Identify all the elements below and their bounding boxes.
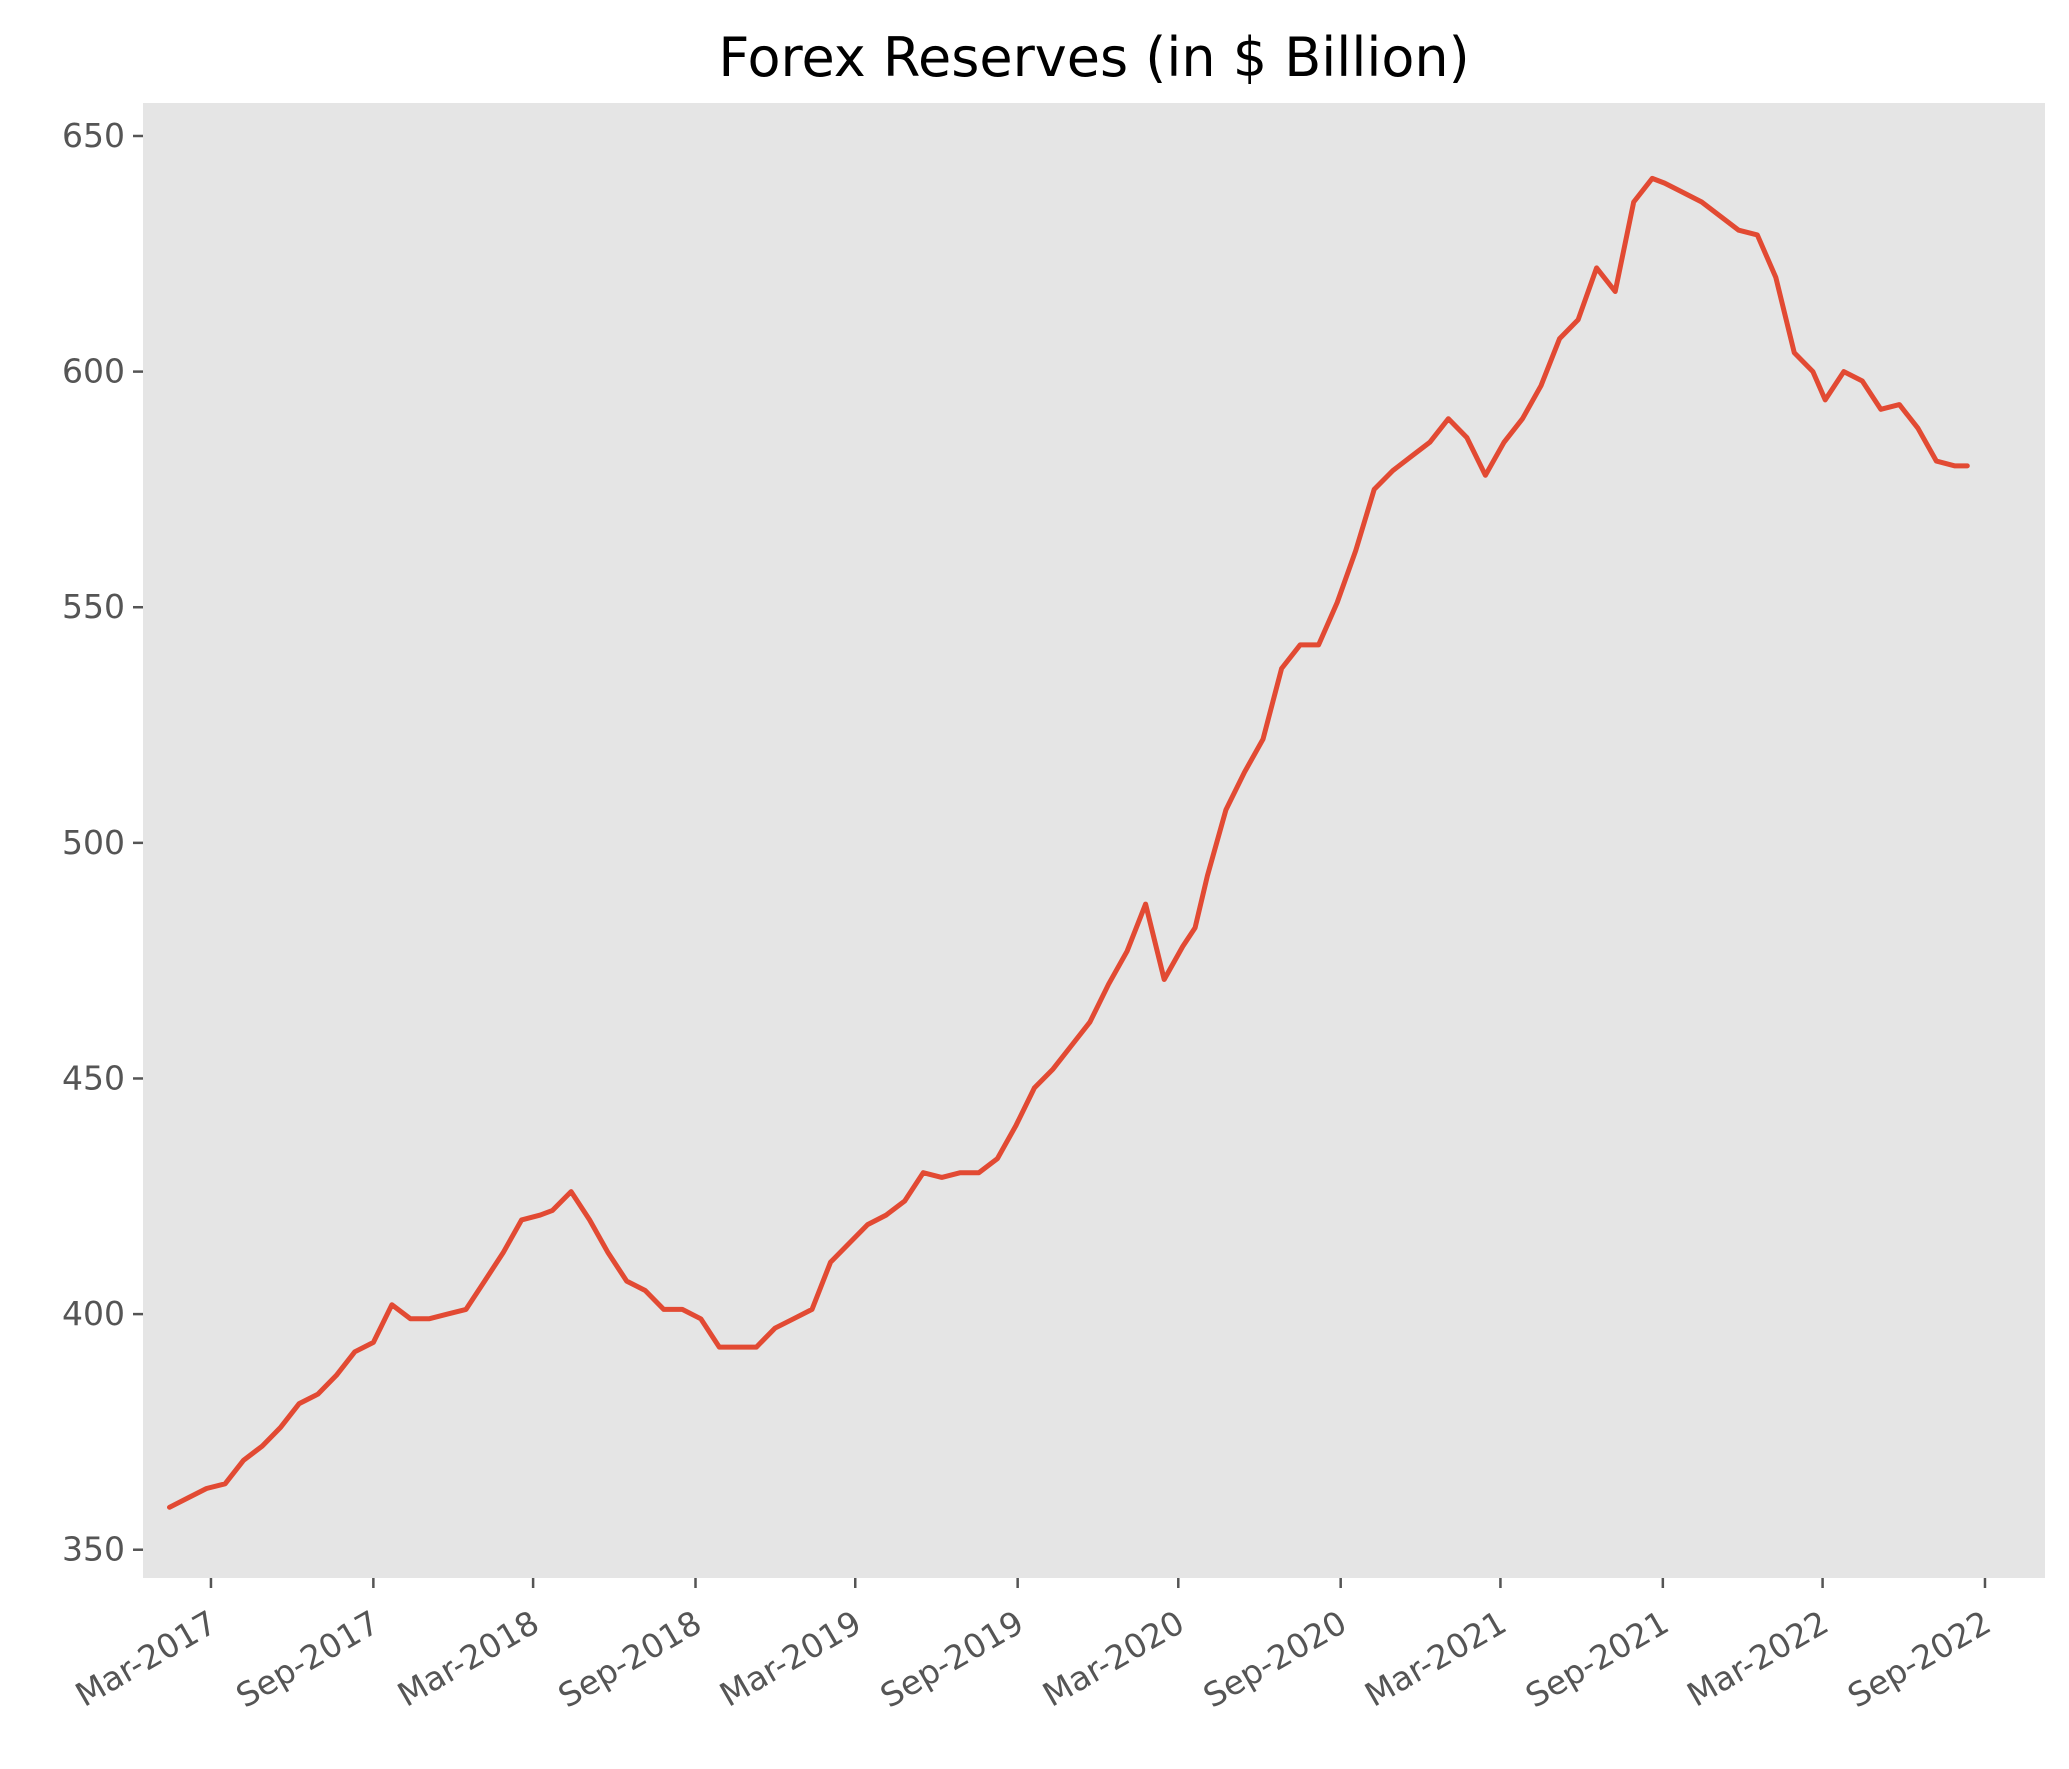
x-tick-label: Mar-2017 <box>69 1603 224 1715</box>
x-tick-label: Sep-2021 <box>1519 1603 1675 1716</box>
x-tick-label: Mar-2021 <box>1358 1603 1513 1715</box>
x-tick-label: Mar-2019 <box>713 1603 868 1715</box>
x-tick-label: Sep-2022 <box>1841 1603 1997 1716</box>
series-line <box>167 175 1970 1510</box>
plot-area <box>143 103 2045 1578</box>
x-tick-label: Sep-2018 <box>551 1603 707 1716</box>
y-tick-label: 450 <box>62 1058 125 1097</box>
x-tick-label: Mar-2022 <box>1680 1603 1835 1715</box>
y-tick-label: 600 <box>62 352 125 391</box>
x-tick-label: Sep-2019 <box>874 1603 1030 1716</box>
y-tick-label: 500 <box>62 823 125 862</box>
x-tick-label: Mar-2018 <box>391 1603 546 1715</box>
x-tick-label: Sep-2020 <box>1197 1603 1353 1716</box>
series-layer <box>167 175 1970 1510</box>
chart-title: Forex Reserves (in $ Billion) <box>718 26 1469 89</box>
x-axis: Mar-2017 Sep-2017 Mar-2018 Sep-2018 Mar-2019… <box>69 1578 1997 1716</box>
y-tick-label: 650 <box>62 116 125 155</box>
x-tick-label: Mar-2020 <box>1036 1603 1191 1715</box>
x-tick-label: Sep-2017 <box>229 1603 385 1716</box>
y-tick-label: 400 <box>62 1294 125 1333</box>
y-tick-label: 550 <box>62 587 125 626</box>
y-tick-label: 350 <box>62 1530 125 1569</box>
y-axis: 350 400 450 500 550 600 650 <box>62 116 143 1569</box>
